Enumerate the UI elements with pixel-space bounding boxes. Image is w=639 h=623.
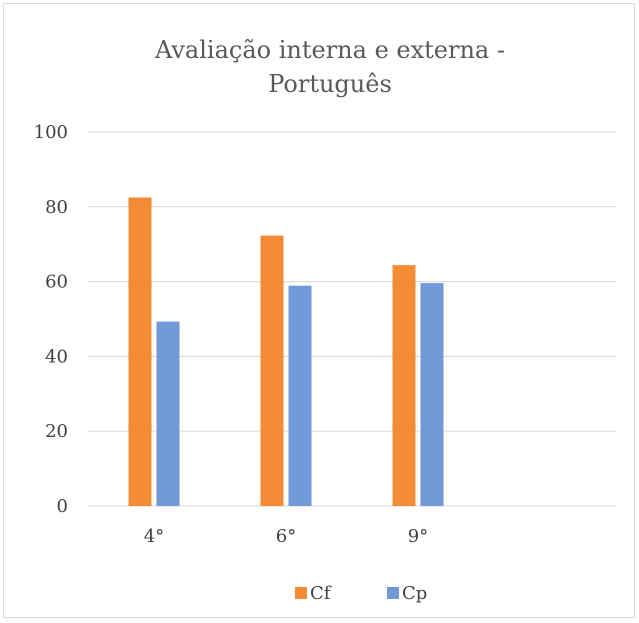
y-tick-label: 40: [45, 346, 68, 367]
x-tick-label: 4°: [144, 526, 164, 547]
x-axis-ticks: 4° 6° 9°: [144, 526, 428, 547]
legend-swatch-cp: [387, 587, 399, 599]
bar-cf-2: [392, 265, 416, 506]
y-tick-label: 80: [45, 197, 68, 218]
y-axis-ticks: 0 20 40 60 80 100: [34, 122, 68, 517]
y-tick-label: 0: [57, 496, 68, 517]
bar-cf-1: [260, 235, 284, 506]
x-tick-label: 9°: [408, 526, 428, 547]
x-tick-label: 6°: [276, 526, 296, 547]
legend-label-cf: Cf: [310, 583, 332, 604]
bar-cp-2: [420, 283, 444, 506]
chart-title-line-1: Avaliação interna e externa -: [154, 36, 505, 64]
y-tick-label: 20: [45, 421, 68, 442]
bar-cp-0: [156, 321, 180, 506]
chart-frame: [3, 3, 635, 618]
chart-title-line-2: Português: [268, 70, 392, 98]
legend-swatch-cf: [295, 587, 307, 599]
legend-label-cp: Cp: [402, 583, 427, 604]
bar-cp-1: [288, 285, 312, 506]
y-tick-label: 60: [45, 272, 68, 293]
bar-cf-0: [128, 197, 152, 506]
legend: Cf Cp: [295, 583, 427, 604]
bars: [128, 197, 444, 506]
y-tick-label: 100: [34, 122, 68, 143]
